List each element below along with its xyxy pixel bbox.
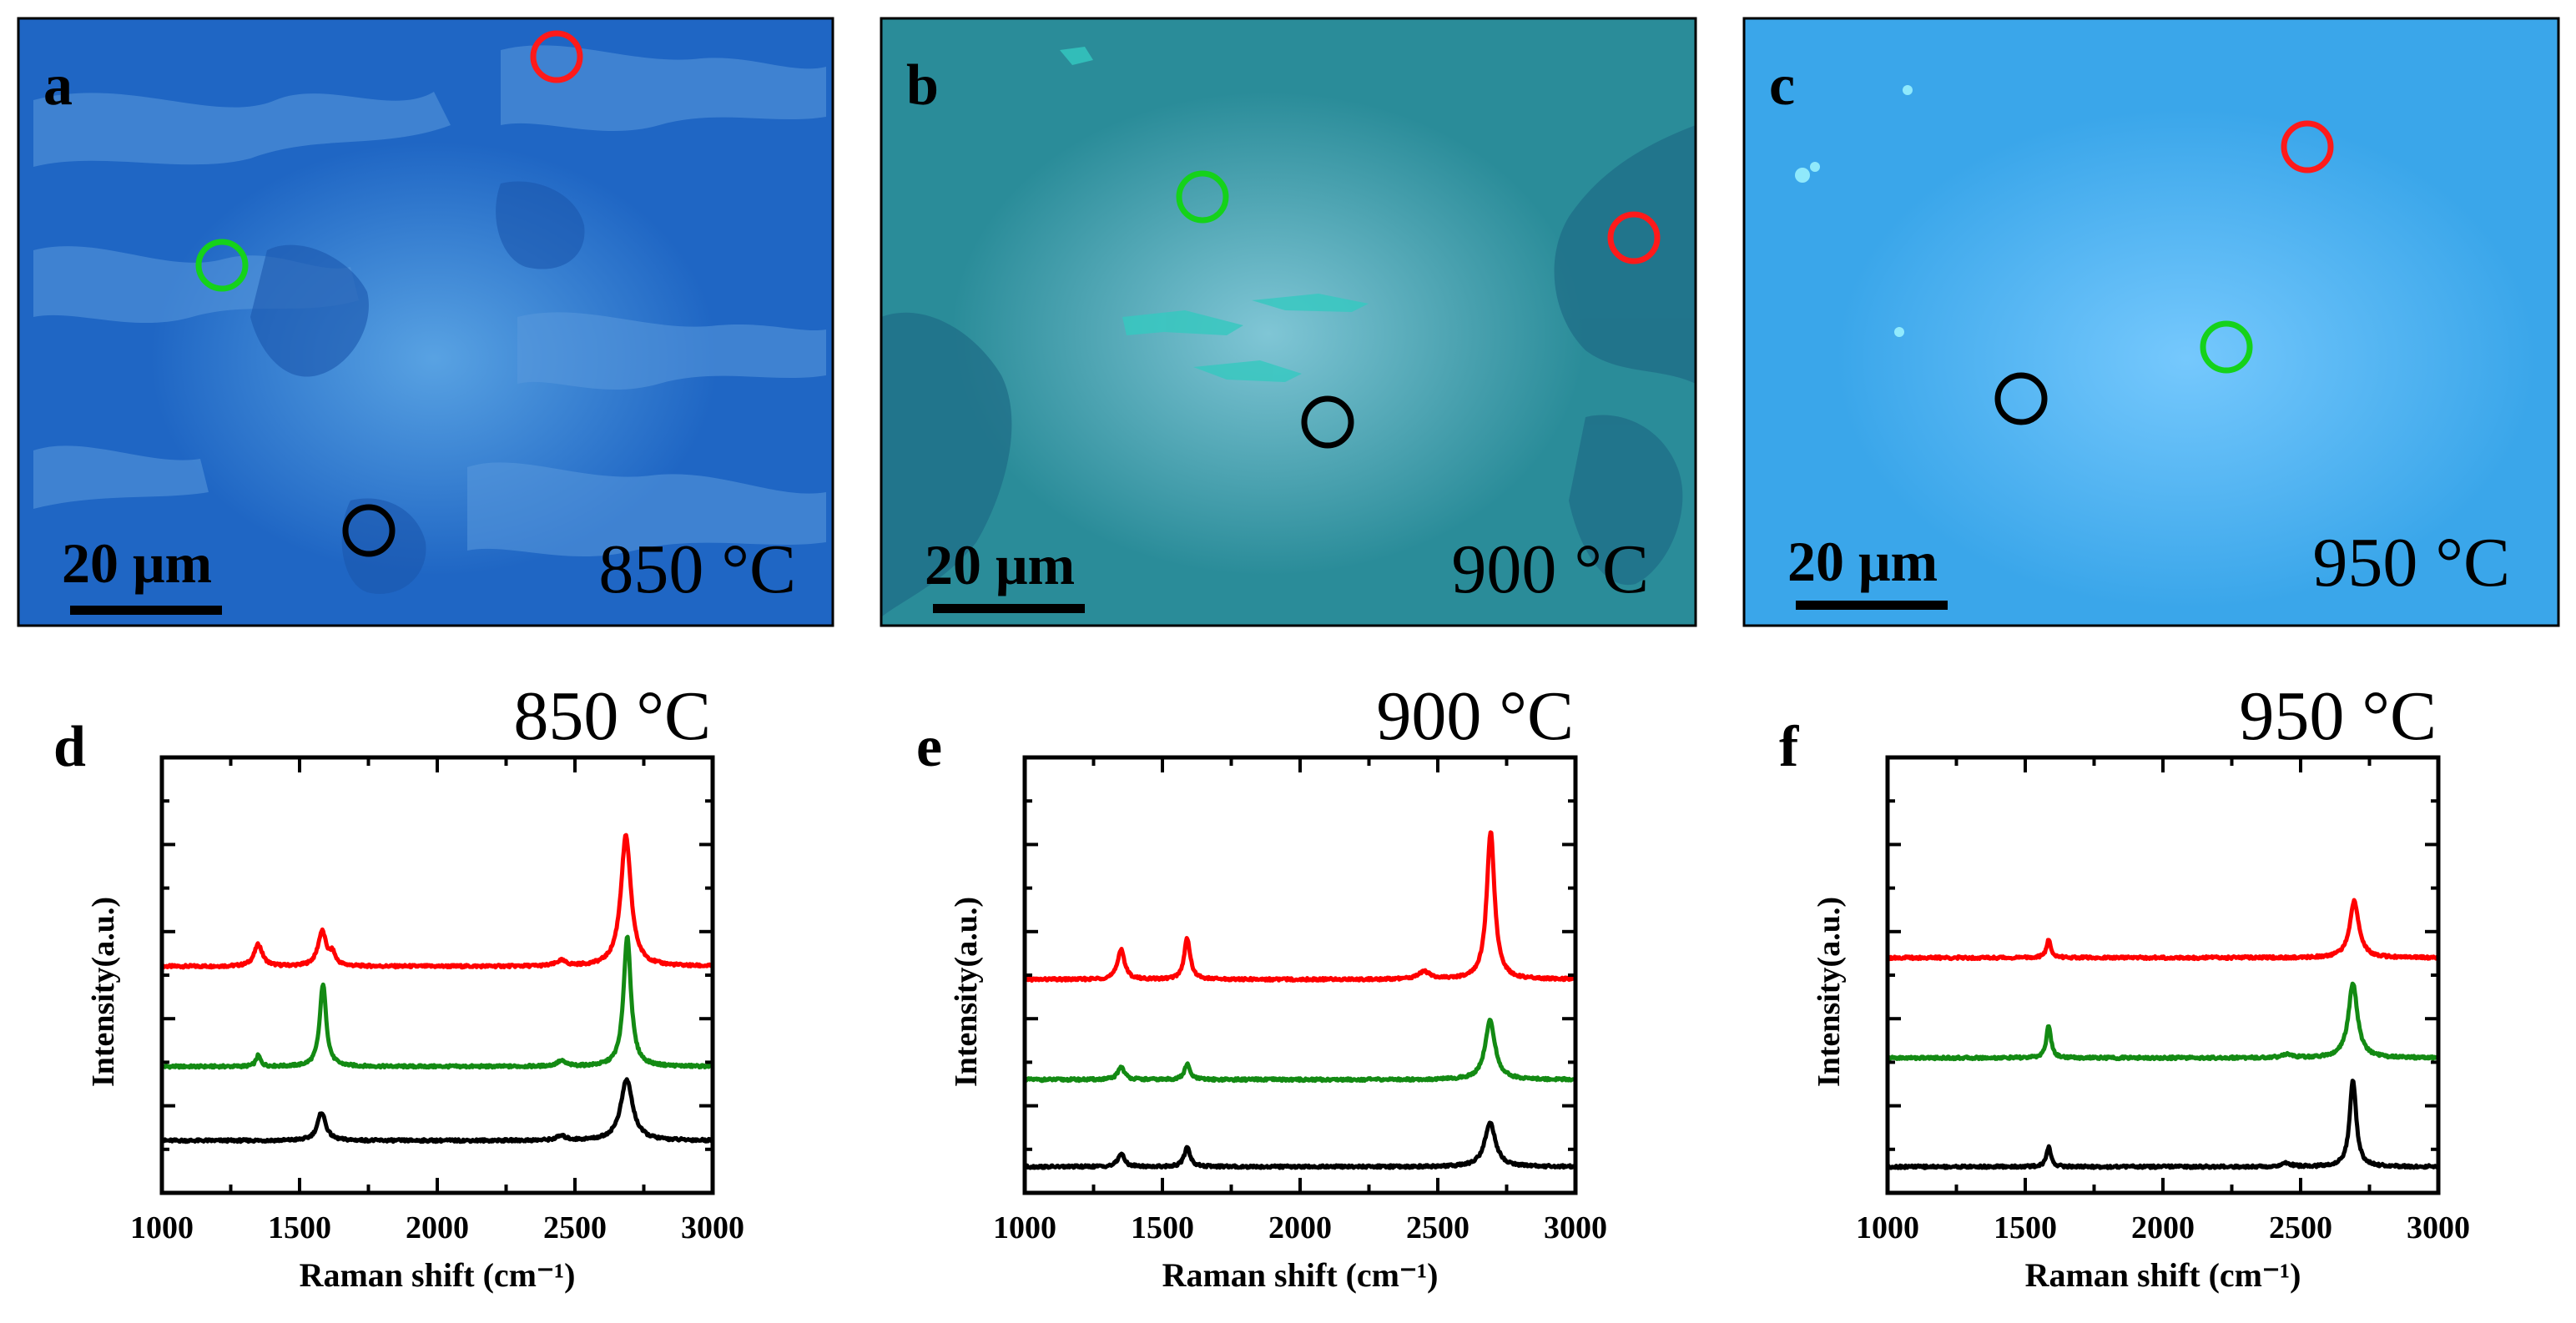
panel-letter-b: b <box>906 53 939 118</box>
chart-title-f: 950 °C <box>2239 677 2437 755</box>
micrograph-a-texture <box>33 45 826 557</box>
micrograph-b: b 20 μm 900 °C <box>880 17 1697 627</box>
x-tick-label-e-3000: 3000 <box>1544 1210 1607 1245</box>
marker-black-b <box>1301 395 1354 449</box>
marker-red-c <box>2281 120 2334 174</box>
x-tick-label-e-1000: 1000 <box>993 1210 1056 1245</box>
series-black-d <box>160 1077 714 1144</box>
scale-bar-label-a: 20 μm <box>62 531 212 595</box>
series-black-f <box>1885 1079 2440 1170</box>
temperature-label-a: 850 °C <box>598 531 796 608</box>
series-black-e <box>1023 1120 1577 1170</box>
micrograph-b-glow <box>951 92 1585 576</box>
marker-green-c <box>2200 320 2253 374</box>
scale-bar-b <box>933 604 1085 613</box>
x-tick-label-f-2500: 2500 <box>2269 1210 2332 1245</box>
x-tick-label-f-1000: 1000 <box>1856 1210 1919 1245</box>
x-tick-label-e-2000: 2000 <box>1268 1210 1332 1245</box>
micrograph-b-flakes <box>1060 47 1369 382</box>
x-axis-label-d: Raman shift (cm⁻¹) <box>300 1256 576 1294</box>
temperature-label-c: 950 °C <box>2312 524 2510 601</box>
series-red-f <box>1886 898 2440 962</box>
y-axis-label-d: Intensity(a.u.) <box>86 897 121 1087</box>
scale-bar-c <box>1796 601 1948 610</box>
marker-green-a <box>195 239 249 292</box>
y-axis-label-f: Intensity(a.u.) <box>1812 897 1847 1087</box>
micrograph-c: c 20 μm 950 °C <box>1742 17 2560 627</box>
micrograph-c-spots <box>1795 85 1913 337</box>
temperature-label-b: 900 °C <box>1451 531 1649 608</box>
chart-d: d 850 °C 1000 1500 2000 2500 3000 Raman shift (… <box>53 677 744 1294</box>
micrograph-c-border <box>1742 17 2560 627</box>
x-tick-label-d-1000: 1000 <box>130 1210 194 1245</box>
x-tick-label-e-2500: 2500 <box>1406 1210 1469 1245</box>
chart-panel-letter-f: f <box>1779 715 1799 779</box>
chart-panel-letter-e: e <box>916 715 942 779</box>
x-tick-label-f-2000: 2000 <box>2131 1210 2195 1245</box>
series-red-d <box>159 833 715 970</box>
x-tick-label-f-1500: 1500 <box>1994 1210 2057 1245</box>
micrograph-a: a 20 μm 850 °C <box>17 17 834 627</box>
chart-title-e: 900 °C <box>1376 677 1574 755</box>
x-tick-label-d-2500: 2500 <box>543 1210 607 1245</box>
marker-red-a <box>530 30 583 83</box>
marker-black-c <box>1994 372 2048 425</box>
chart-panel-letter-d: d <box>53 715 86 779</box>
scale-bar-label-b: 20 μm <box>925 533 1075 596</box>
x-axis-label-f: Raman shift (cm⁻¹) <box>2025 1256 2301 1294</box>
x-axis-label-e: Raman shift (cm⁻¹) <box>1162 1256 1439 1294</box>
raman-charts: d 850 °C 1000 1500 2000 2500 3000 Raman shift (… <box>53 677 2470 1294</box>
x-tick-label-d-2000: 2000 <box>406 1210 469 1245</box>
micrograph-a-border <box>17 17 834 627</box>
micrograph-b-border <box>880 17 1697 627</box>
chart-f: f 950 °C 1000 1500 2000 2500 3000 Raman shift (… <box>1779 677 2470 1294</box>
series-red-e <box>1023 830 1577 983</box>
x-tick-label-d-1500: 1500 <box>268 1210 331 1245</box>
micrograph-c-glow <box>1836 108 2537 609</box>
scale-bar-a <box>70 606 222 615</box>
series-green-e <box>1022 1018 1578 1084</box>
micrograph-a-dark-patches <box>250 181 585 594</box>
series-green-d <box>159 934 714 1070</box>
scale-bar-label-c: 20 μm <box>1787 530 1938 593</box>
x-tick-label-f-3000: 3000 <box>2407 1210 2470 1245</box>
marker-green-b <box>1176 170 1229 224</box>
series-green-f <box>1886 981 2440 1062</box>
marker-black-a <box>342 504 396 557</box>
micrograph-b-dark-patches <box>881 125 1696 617</box>
chart-title-d: 850 °C <box>513 677 711 755</box>
x-tick-label-d-3000: 3000 <box>681 1210 744 1245</box>
x-tick-label-e-1500: 1500 <box>1131 1210 1194 1245</box>
panel-letter-c: c <box>1769 53 1795 118</box>
y-axis-label-e: Intensity(a.u.) <box>949 897 984 1087</box>
panel-letter-a: a <box>43 53 73 118</box>
marker-red-b <box>1607 211 1661 264</box>
chart-e: e 900 °C 1000 1500 2000 2500 3000 Raman shift (… <box>916 677 1607 1294</box>
